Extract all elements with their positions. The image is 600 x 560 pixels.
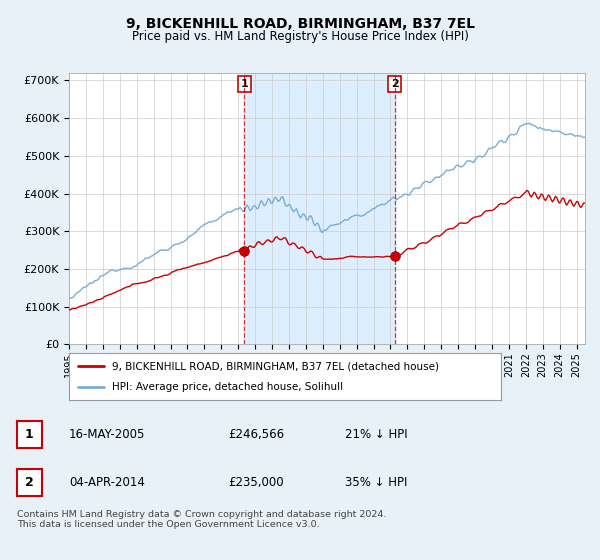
- Bar: [244, 73, 395, 344]
- Text: 35% ↓ HPI: 35% ↓ HPI: [345, 475, 407, 489]
- Text: £246,566: £246,566: [228, 428, 284, 441]
- Text: Price paid vs. HM Land Registry's House Price Index (HPI): Price paid vs. HM Land Registry's House …: [131, 30, 469, 43]
- Text: 2: 2: [391, 79, 398, 89]
- Text: 1: 1: [25, 428, 34, 441]
- Text: 21% ↓ HPI: 21% ↓ HPI: [345, 428, 407, 441]
- Text: HPI: Average price, detached house, Solihull: HPI: Average price, detached house, Soli…: [112, 382, 343, 392]
- Text: 2: 2: [25, 475, 34, 489]
- Text: £235,000: £235,000: [228, 475, 284, 489]
- Text: 04-APR-2014: 04-APR-2014: [69, 475, 145, 489]
- Text: 9, BICKENHILL ROAD, BIRMINGHAM, B37 7EL: 9, BICKENHILL ROAD, BIRMINGHAM, B37 7EL: [125, 16, 475, 30]
- Text: Contains HM Land Registry data © Crown copyright and database right 2024.
This d: Contains HM Land Registry data © Crown c…: [17, 510, 386, 529]
- Text: 1: 1: [241, 79, 248, 89]
- Text: 9, BICKENHILL ROAD, BIRMINGHAM, B37 7EL (detached house): 9, BICKENHILL ROAD, BIRMINGHAM, B37 7EL …: [112, 361, 439, 371]
- Text: 16-MAY-2005: 16-MAY-2005: [69, 428, 145, 441]
